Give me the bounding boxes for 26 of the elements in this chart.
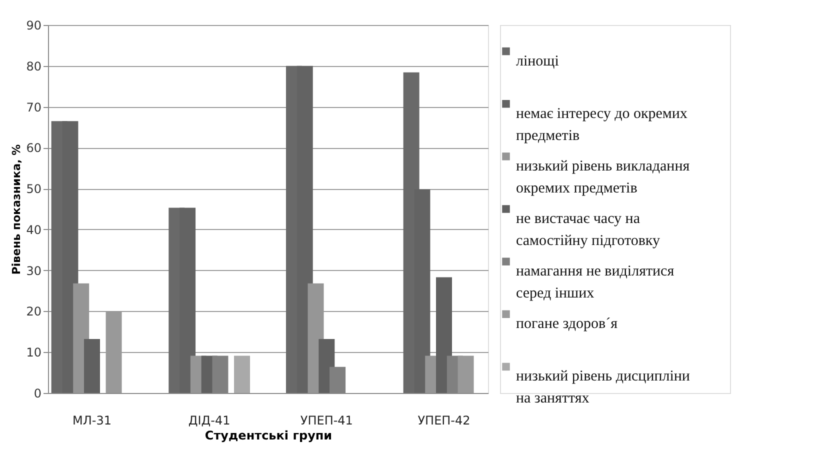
- x-tick-label: ДІД-41: [188, 414, 230, 428]
- x-tick-label: УПЕП-41: [300, 414, 353, 428]
- bar: [234, 356, 250, 393]
- legend-label: немає інтересу до окремих предметів: [516, 106, 688, 144]
- y-tick-label: 0: [34, 386, 42, 400]
- legend-label: низький рівень дисципліни на заняттях: [516, 368, 690, 407]
- y-tick-label: 80: [26, 59, 42, 74]
- y-tick-label: 90: [26, 18, 42, 32]
- x-tick-label: УПЕП-42: [418, 414, 470, 428]
- legend-label: не вистачає часу на самостійну підготовку: [516, 211, 660, 249]
- bar: [84, 339, 100, 393]
- legend-label: низький рівень викладання окремих предметів: [516, 158, 690, 196]
- y-tick-label: 60: [26, 141, 42, 156]
- y-tick-label: 50: [26, 182, 42, 196]
- legend-label: намагання не виділятися серед інших: [516, 264, 674, 302]
- y-tick-label: 30: [26, 264, 42, 278]
- y-tick-label: 40: [26, 222, 42, 237]
- legend-label: лінощі: [516, 53, 559, 70]
- y-tick-label: 20: [26, 304, 42, 319]
- legend-label: погане здоров´я: [516, 316, 618, 332]
- bar: [458, 356, 474, 393]
- x-axis-title: Студентські групи: [204, 428, 332, 442]
- x-tick-label: МЛ-31: [72, 414, 112, 428]
- y-axis-title: Рівень показника, %: [10, 144, 24, 275]
- y-tick-label: 10: [26, 346, 42, 360]
- y-tick-label: 70: [26, 100, 42, 114]
